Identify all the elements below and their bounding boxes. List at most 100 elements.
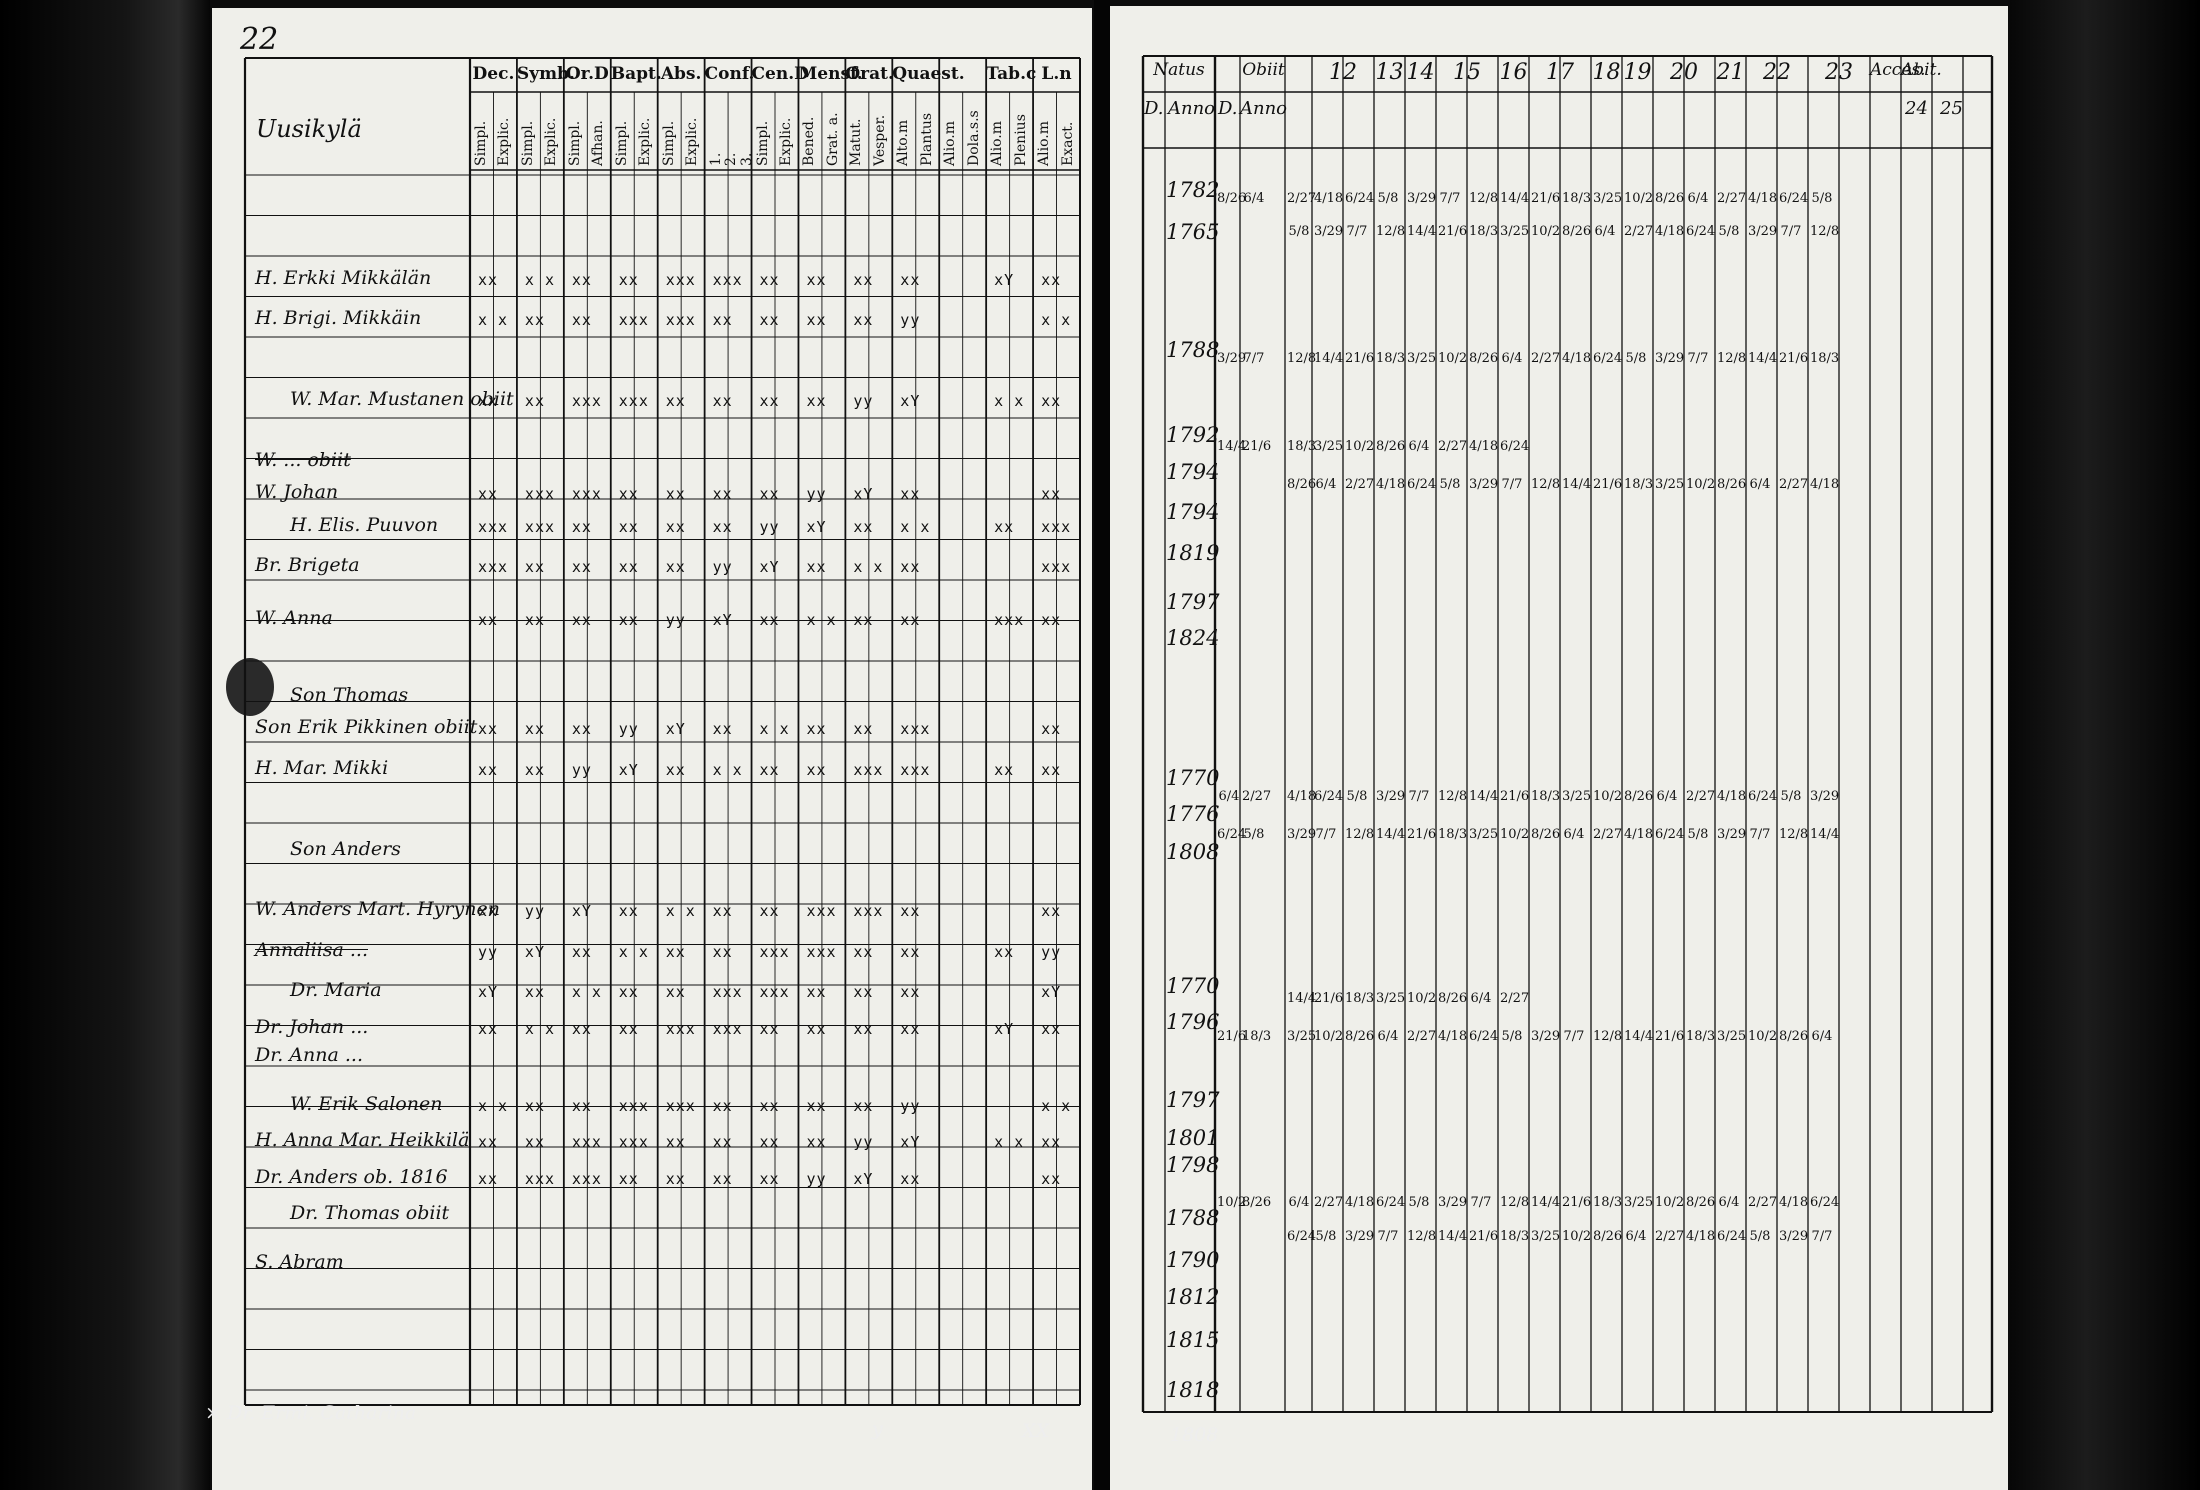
- catechism-mark: xx: [618, 558, 639, 577]
- birth-year: 1824: [1166, 626, 1220, 650]
- right-col-header: 22: [1763, 60, 1791, 85]
- catechism-mark: xY: [994, 270, 1015, 289]
- catechism-mark: x x: [478, 311, 509, 329]
- exam-cell-value: 12/8: [1500, 1195, 1530, 1210]
- catechism-mark: xxx: [618, 1133, 649, 1152]
- catechism-mark: xxx: [1041, 517, 1072, 536]
- catechism-mark: xx: [524, 983, 545, 1002]
- exam-cell-value: 6/24: [1686, 224, 1716, 239]
- catechism-mark: xx: [665, 983, 686, 1002]
- catechism-mark: xx: [900, 1019, 921, 1038]
- exam-cell-value: 18/3: [1531, 789, 1561, 804]
- catechism-mark: xx: [853, 311, 874, 329]
- exam-cell-value: 21/6: [1779, 351, 1809, 366]
- resident-name: Br. Brigeta: [255, 554, 360, 577]
- catechism-mark: x x: [478, 1096, 509, 1115]
- exam-cell-value: 18/3: [1624, 477, 1654, 492]
- catechism-mark: xx: [1041, 270, 1062, 289]
- exam-cell-value: 6/4: [1563, 827, 1585, 842]
- right-col-header: 19: [1623, 60, 1652, 85]
- exam-cell-value: 4/18: [1717, 789, 1747, 804]
- exam-cell-value: 10/2: [1217, 1195, 1247, 1210]
- exam-cell-value: 3/25: [1407, 351, 1437, 366]
- catechism-mark: xx: [759, 610, 780, 629]
- exam-cell-value: 3/25: [1500, 224, 1530, 239]
- catechism-mark: xx: [618, 1169, 639, 1188]
- exam-cell-value: 18/3: [1376, 351, 1406, 366]
- exam-cell-value: 4/18: [1655, 224, 1685, 239]
- exam-cell-value: 8/26: [1593, 1229, 1623, 1244]
- catechism-mark: xx: [1041, 1133, 1062, 1152]
- exam-cell-value: 6/24: [1287, 1229, 1317, 1244]
- exam-cell-value: 14/4: [1438, 1229, 1468, 1244]
- catechism-mark: xxx: [618, 311, 649, 329]
- catechism-mark: xx: [900, 558, 921, 577]
- exam-cell-value: 3/29: [1438, 1195, 1468, 1210]
- catechism-mark: xxx: [712, 983, 743, 1002]
- right-col-header: 18: [1592, 60, 1621, 85]
- right-col-header: 21: [1716, 60, 1745, 85]
- catechism-mark: xx: [1041, 760, 1062, 779]
- exam-cell-value: 6/4: [1687, 191, 1709, 206]
- exam-cell-value: 6/24: [1314, 789, 1344, 804]
- exam-cell-value: 6/4: [1625, 1229, 1647, 1244]
- exam-cell-value: 18/3: [1438, 827, 1468, 842]
- exam-cell-value: 5/8: [1811, 191, 1833, 206]
- exam-cell-value: 4/18: [1287, 789, 1317, 804]
- catechism-mark: xx: [665, 517, 686, 536]
- catechism-mark: yy: [618, 720, 639, 739]
- catechism-mark: xx: [853, 610, 874, 629]
- catechism-mark: xx: [712, 517, 733, 536]
- catechism-mark: xx: [806, 270, 827, 289]
- exam-cell-value: 7/7: [1439, 191, 1461, 206]
- binding-knob: [226, 658, 274, 716]
- exam-cell-value: 5/8: [1346, 789, 1368, 804]
- catechism-mark: xY: [759, 558, 780, 577]
- catechism-mark: x x: [806, 610, 837, 629]
- catechism-mark: xx: [665, 1169, 686, 1188]
- catechism-mark: xY: [524, 942, 545, 961]
- catechism-mark: xxx: [806, 902, 837, 921]
- exam-cell-value: 4/18: [1438, 1029, 1468, 1044]
- catechism-mark: xxx: [478, 517, 509, 536]
- left-col-header: Cen.D: [751, 64, 809, 84]
- right-col-header: 12: [1329, 60, 1357, 85]
- exam-cell-value: 2/27: [1345, 477, 1375, 492]
- exam-cell-value: 12/8: [1779, 827, 1809, 842]
- exam-cell-value: 2/27: [1593, 827, 1623, 842]
- catechism-mark: yy: [806, 485, 827, 504]
- catechism-mark: xx: [759, 1133, 780, 1152]
- exam-cell-value: 8/26: [1686, 1195, 1716, 1210]
- birth-year: 1819: [1166, 541, 1220, 565]
- birth-year: 1770: [1166, 974, 1220, 998]
- resident-name: Dr. Anders ob. 1816: [255, 1165, 448, 1188]
- right-col-subheader: 25: [1940, 98, 1963, 119]
- exam-cell-value: 21/6: [1217, 1029, 1247, 1044]
- exam-cell-value: 3/29: [1314, 224, 1344, 239]
- exam-cell-value: 14/4: [1748, 351, 1778, 366]
- catechism-mark: xx: [853, 1096, 874, 1115]
- catechism-mark: x x: [665, 902, 696, 921]
- catechism-mark: xx: [618, 517, 639, 536]
- right-col-header: 17: [1546, 60, 1574, 85]
- exam-cell-value: 14/4: [1407, 224, 1437, 239]
- exam-cell-value: 3/29: [1407, 191, 1437, 206]
- catechism-mark: xxx: [478, 558, 509, 577]
- catechism-mark: xx: [759, 760, 780, 779]
- catechism-mark: yy: [900, 1096, 921, 1115]
- catechism-mark: xY: [994, 1019, 1015, 1038]
- exam-cell-value: 14/4: [1376, 827, 1406, 842]
- catechism-mark: xx: [478, 1133, 499, 1152]
- right-page: [1110, 6, 2008, 1490]
- exam-cell-value: 3/29: [1717, 827, 1747, 842]
- exam-cell-value: 6/4: [1288, 1195, 1310, 1210]
- exam-cell-value: 6/4: [1749, 477, 1771, 492]
- catechism-mark: xx: [478, 392, 499, 410]
- exam-cell-value: 12/8: [1376, 224, 1406, 239]
- catechism-mark: xx: [618, 983, 639, 1002]
- resident-name: H. Anna Mar. Heikkilä: [255, 1129, 470, 1152]
- catechism-mark: xY: [618, 760, 639, 779]
- exam-cell-value: 3/25: [1376, 991, 1406, 1006]
- catechism-mark: xxx: [571, 392, 602, 410]
